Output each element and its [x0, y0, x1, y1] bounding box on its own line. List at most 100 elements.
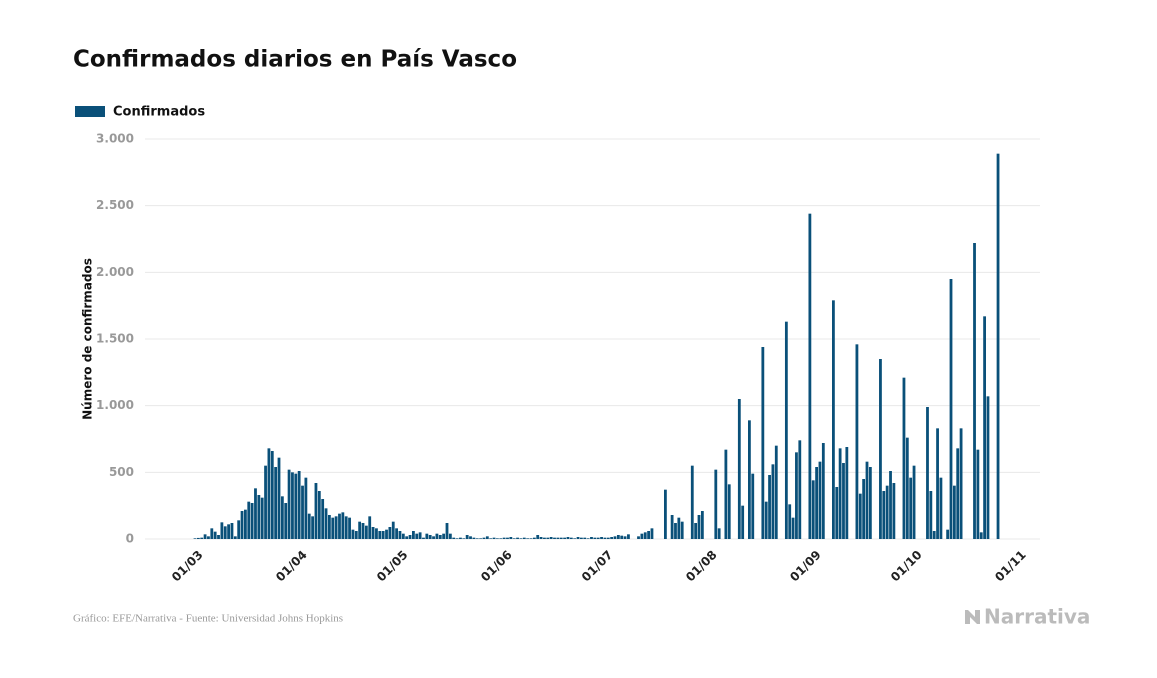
bar: [909, 477, 913, 539]
bar: [506, 537, 509, 539]
source-note: Gráfico: EFE/Narrativa - Fuente: Univers…: [73, 613, 343, 625]
bar: [929, 491, 933, 539]
bar: [213, 531, 217, 539]
bar: [748, 420, 751, 539]
bar: [774, 445, 778, 539]
bar: [338, 513, 341, 539]
bar: [237, 520, 241, 539]
bar: [492, 537, 496, 539]
bar: [341, 512, 345, 539]
bar: [247, 501, 251, 539]
bar: [664, 489, 667, 539]
bar: [616, 535, 620, 539]
bar: [361, 523, 365, 539]
bar: [737, 399, 741, 539]
bar: [761, 347, 765, 539]
bar: [553, 537, 556, 539]
y-axis-label: Número de confirmados: [81, 258, 95, 420]
brand-name: Narrativa: [984, 605, 1090, 629]
bar: [526, 538, 530, 539]
bar: [912, 465, 916, 539]
bar: [768, 475, 771, 539]
bar: [244, 509, 247, 539]
bar: [546, 537, 550, 539]
bar: [623, 536, 627, 539]
bar: [532, 537, 536, 539]
bar: [351, 529, 355, 539]
bar: [818, 461, 822, 539]
bar: [603, 537, 607, 539]
bar: [344, 516, 348, 539]
bar: [455, 538, 459, 539]
bar: [838, 448, 842, 539]
bar: [284, 503, 288, 539]
bar: [784, 321, 788, 539]
bar: [445, 523, 449, 539]
bar: [378, 531, 382, 539]
bar: [519, 538, 523, 539]
y-tick-label: 1.000: [96, 398, 134, 412]
bar: [496, 538, 499, 539]
bar: [422, 537, 425, 539]
bar: [815, 467, 818, 539]
bar: [207, 536, 210, 539]
bar: [479, 538, 482, 539]
bar: [240, 511, 244, 539]
bar: [428, 535, 432, 539]
bar: [375, 528, 378, 539]
y-tick-label: 2.500: [96, 198, 134, 212]
bar: [905, 437, 909, 539]
bar: [855, 344, 859, 539]
bar: [512, 538, 516, 539]
bar: [882, 491, 886, 539]
bar: [291, 472, 294, 539]
bar: [368, 516, 372, 539]
bar: [324, 508, 328, 539]
bar: [926, 407, 929, 539]
bar: [690, 465, 694, 539]
bar: [442, 533, 446, 539]
bar: [462, 538, 466, 539]
bar: [388, 527, 392, 539]
bar: [223, 526, 227, 539]
bar: [385, 529, 388, 539]
bar: [583, 537, 587, 539]
y-tick-label: 2.000: [96, 265, 134, 279]
bar: [879, 359, 882, 539]
bar: [858, 493, 862, 539]
bar: [425, 533, 429, 539]
bar: [475, 538, 479, 539]
bar: [959, 428, 963, 539]
bar: [529, 538, 533, 539]
bar: [613, 536, 617, 539]
bar: [549, 537, 553, 539]
bar: [741, 505, 745, 539]
bar: [274, 467, 278, 539]
bar: [381, 531, 385, 539]
bar: [764, 501, 768, 539]
bar: [865, 461, 869, 539]
bar: [398, 531, 402, 539]
bar: [287, 469, 291, 539]
bar: [536, 535, 540, 539]
bar: [321, 499, 325, 539]
bar: [391, 521, 395, 539]
bar: [808, 213, 812, 539]
bar: [600, 537, 603, 539]
bar: [650, 528, 654, 539]
bar: [193, 538, 197, 539]
bar: [586, 538, 590, 539]
bar: [233, 536, 237, 539]
bar: [576, 537, 580, 539]
bar: [539, 537, 543, 539]
bar: [395, 528, 398, 539]
bar: [946, 529, 950, 539]
bar: [627, 534, 630, 539]
y-tick-label: 500: [109, 465, 134, 479]
bar: [334, 516, 338, 539]
bar: [791, 517, 795, 539]
bar: [408, 535, 412, 539]
bar: [556, 537, 560, 539]
bar: [983, 316, 986, 539]
bar: [499, 538, 503, 539]
